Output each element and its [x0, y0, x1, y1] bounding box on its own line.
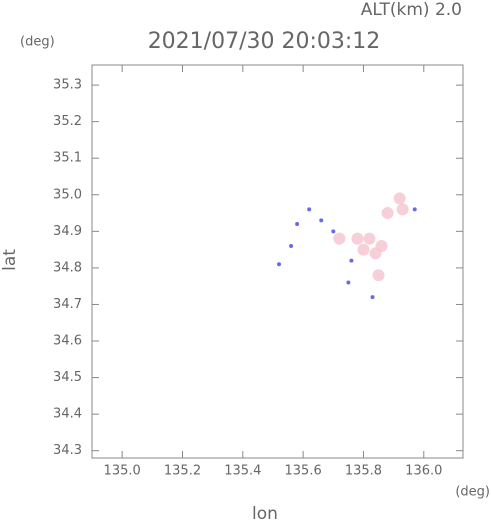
data-point: [363, 232, 376, 245]
chart-title: 2021/07/30 20:03:12: [148, 29, 381, 54]
y-tick-label: 35.0: [53, 187, 82, 202]
y-tick-label: 34.7: [53, 297, 82, 312]
y-unit: (deg): [20, 35, 55, 50]
data-point: [319, 218, 324, 223]
x-tick-label: 136.0: [405, 464, 442, 479]
data-point: [412, 207, 417, 212]
data-point: [333, 232, 346, 245]
data-point: [307, 207, 312, 212]
data-point: [351, 232, 364, 245]
x-tick-label: 135.8: [345, 464, 382, 479]
data-point: [349, 258, 354, 263]
data-point: [331, 229, 336, 234]
data-point: [393, 192, 406, 205]
x-tick-label: 135.0: [104, 464, 141, 479]
x-unit: (deg): [455, 485, 490, 500]
y-tick-label: 34.5: [53, 370, 82, 385]
data-point: [295, 222, 300, 227]
data-point: [369, 247, 382, 260]
x-tick-label: 135.4: [224, 464, 261, 479]
y-axis-label: lat: [0, 249, 20, 271]
data-point: [277, 262, 282, 267]
y-tick-label: 35.1: [53, 151, 82, 166]
data-point: [381, 207, 394, 220]
x-tick-label: 135.2: [164, 464, 201, 479]
y-tick-label: 35.2: [53, 114, 82, 129]
x-axis-label: lon: [252, 504, 278, 521]
y-tick-label: 34.3: [53, 443, 82, 458]
y-tick-label: 34.9: [53, 224, 82, 239]
y-tick-label: 34.8: [53, 260, 82, 275]
y-tick-label: 35.3: [53, 78, 82, 93]
data-point: [370, 295, 375, 300]
data-point: [346, 280, 351, 285]
x-tick-label: 135.6: [285, 464, 322, 479]
annotation: ALT(km) 2.0: [361, 0, 462, 20]
data-point: [372, 269, 385, 282]
data-point: [357, 243, 370, 256]
data-point: [289, 243, 294, 248]
plot-frame: [91, 64, 464, 459]
data-point: [396, 203, 409, 216]
y-tick-label: 34.4: [53, 407, 82, 422]
y-tick-label: 34.6: [53, 334, 82, 349]
